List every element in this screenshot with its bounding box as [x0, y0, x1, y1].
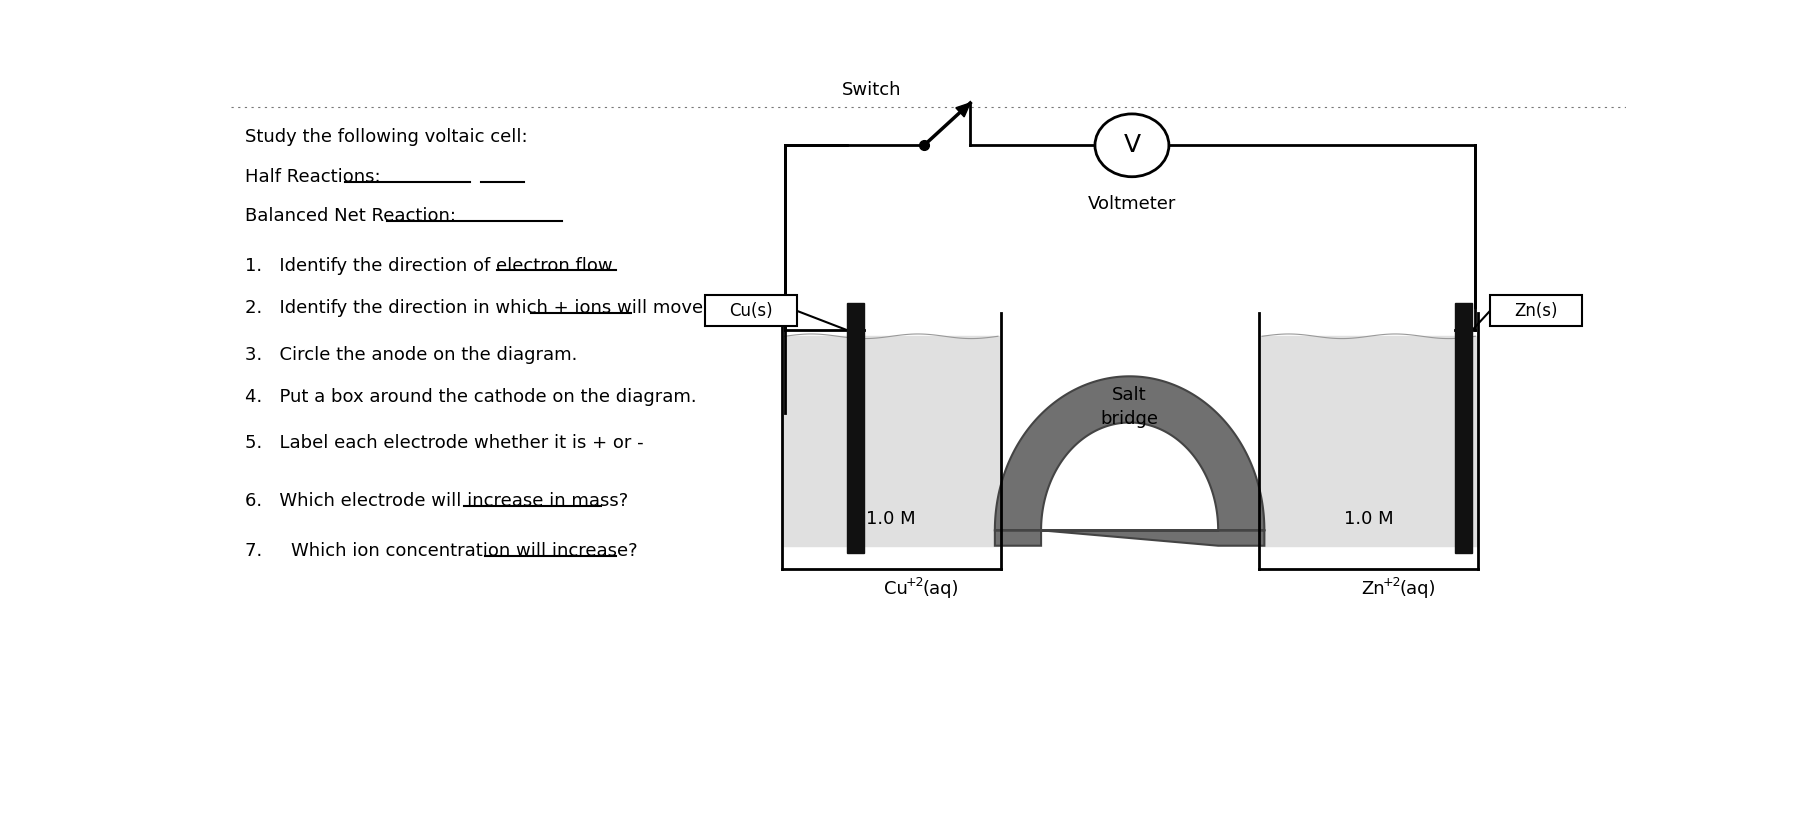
Text: +2: +2: [1383, 576, 1401, 589]
Text: (aq): (aq): [1399, 581, 1435, 598]
Text: (aq): (aq): [922, 581, 959, 598]
Text: Zn(s): Zn(s): [1515, 301, 1558, 320]
Text: Zn: Zn: [1361, 581, 1384, 598]
Text: +2: +2: [906, 576, 924, 589]
Text: 1.0 M: 1.0 M: [1345, 510, 1393, 528]
Bar: [1455, 303, 1473, 553]
Bar: [846, 303, 864, 553]
Text: 2.   Identify the direction in which + ions will move: 2. Identify the direction in which + ion…: [245, 299, 703, 317]
Text: Switch: Switch: [841, 81, 901, 99]
Text: Study the following voltaic cell:: Study the following voltaic cell:: [245, 128, 527, 146]
Text: Cu: Cu: [884, 581, 908, 598]
Text: 4.   Put a box around the cathode on the diagram.: 4. Put a box around the cathode on the d…: [245, 388, 696, 406]
Ellipse shape: [1094, 114, 1169, 177]
Text: 7.     Which ion concentration will increase?: 7. Which ion concentration will increase…: [245, 542, 638, 560]
Bar: [1261, 336, 1477, 546]
Text: 6.   Which electrode will increase in mass?: 6. Which electrode will increase in mass…: [245, 491, 629, 510]
Text: 5.   Label each electrode whether it is + or -: 5. Label each electrode whether it is + …: [245, 434, 643, 452]
Text: 3.   Circle the anode on the diagram.: 3. Circle the anode on the diagram.: [245, 345, 578, 363]
Text: Balanced Net Reaction:: Balanced Net Reaction:: [245, 207, 457, 225]
Polygon shape: [957, 103, 969, 116]
Text: Voltmeter: Voltmeter: [1087, 196, 1176, 213]
Polygon shape: [995, 377, 1265, 546]
Bar: [1489, 296, 1582, 326]
Text: 1.0 M: 1.0 M: [866, 510, 917, 528]
Text: Half Reactions:: Half Reactions:: [245, 169, 381, 187]
Bar: [783, 336, 1000, 546]
Text: Salt
bridge: Salt bridge: [1100, 387, 1158, 428]
Text: V: V: [1123, 133, 1140, 157]
Text: 1.   Identify the direction of electron flow: 1. Identify the direction of electron fl…: [245, 257, 612, 275]
Bar: [705, 296, 797, 326]
Text: Cu(s): Cu(s): [728, 301, 772, 320]
